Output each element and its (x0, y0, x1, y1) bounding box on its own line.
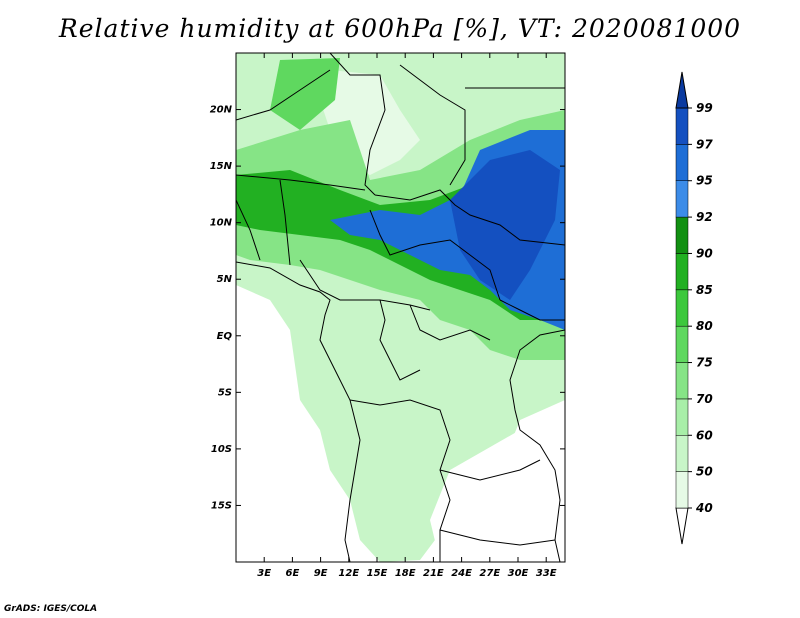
lat-tick-label: 10S (211, 444, 232, 455)
colorbar-label: 75 (696, 356, 713, 370)
colorbar-label: 90 (696, 246, 713, 260)
humidity-region-dry-southeast (430, 430, 565, 562)
colorbar-label: 85 (696, 283, 713, 297)
lon-tick-label: 15E (367, 568, 388, 579)
border-line (349, 399, 451, 562)
colorbar-label: 80 (696, 319, 713, 333)
colorbar-label: 40 (695, 501, 713, 515)
colorbar-label: 70 (696, 392, 713, 406)
humidity-region-97-plus (450, 150, 560, 300)
colorbar-arrow-low (675, 507, 689, 545)
colorbar: 40 50 60 70 75 80 85 90 92 95 97 99 (675, 71, 713, 545)
border-line (369, 209, 501, 301)
lon-tick-label: 12E (338, 568, 359, 579)
colorbar-segment (675, 253, 689, 291)
border-line (236, 69, 331, 121)
grads-credit: GrADS: IGES/COLA (4, 604, 98, 614)
coastline (236, 261, 361, 562)
border-line (236, 174, 366, 191)
colorbar-label: 97 (696, 137, 713, 151)
colorbar-label: 60 (696, 428, 713, 442)
border-line (236, 199, 261, 261)
colorbar-arrow-high (675, 71, 689, 109)
lon-tick-label: 27E (479, 568, 500, 579)
border-line (439, 529, 556, 546)
latitude-axis: 20N 15N 10N 5N EQ 5S 10S 15S (210, 105, 565, 511)
lat-tick-label: 10N (210, 218, 233, 229)
border-line (299, 259, 431, 311)
lon-tick-label: 3E (257, 568, 271, 579)
lon-tick-label: 33E (536, 568, 557, 579)
lon-tick-label: 6E (286, 568, 300, 579)
border-line (329, 53, 386, 196)
longitude-axis: 3E 6E 9E 12E 15E 18E 21E 24E 27E 30E 33E (257, 53, 557, 579)
colorbar-segment (675, 471, 689, 509)
lon-tick-label: 9E (314, 568, 328, 579)
colorbar-segment (675, 180, 689, 218)
humidity-field (236, 53, 565, 562)
colorbar-segment (675, 107, 689, 145)
border-line (374, 189, 565, 246)
border-line (399, 64, 466, 186)
humidity-region-north-patch (270, 58, 340, 130)
border-line (439, 459, 541, 481)
humidity-region-dry-south (236, 330, 340, 562)
lat-tick-label: 20N (210, 105, 233, 116)
lat-tick-label: 15S (211, 500, 232, 511)
colorbar-segment (675, 398, 689, 436)
border-line (379, 299, 421, 381)
lat-tick-label: EQ (217, 331, 233, 342)
colorbar-label: 99 (696, 101, 713, 115)
colorbar-segment (675, 144, 689, 181)
lat-tick-label: 15N (210, 161, 233, 172)
lon-tick-label: 21E (423, 568, 444, 579)
lat-tick-label: 5S (218, 387, 232, 398)
colorbar-label: 50 (696, 465, 713, 479)
lon-tick-label: 24E (451, 568, 472, 579)
map-frame (235, 52, 566, 563)
country-borders (236, 53, 565, 562)
border-line (499, 299, 565, 321)
colorbar-segment (675, 216, 689, 254)
colorbar-label: 95 (696, 174, 713, 188)
colorbar-segment (675, 362, 689, 400)
colorbar-segment (675, 435, 689, 472)
border-line (279, 179, 291, 266)
border-line (409, 304, 491, 341)
colorbar-segment (675, 325, 689, 363)
lat-tick-label: 5N (217, 274, 233, 285)
lon-tick-label: 18E (395, 568, 416, 579)
colorbar-segment (675, 289, 689, 327)
lon-tick-label: 30E (508, 568, 529, 579)
chart-title: Relative humidity at 600hPa [%], VT: 202… (58, 14, 742, 43)
coastline-east (509, 329, 565, 562)
colorbar-label: 92 (696, 210, 713, 224)
